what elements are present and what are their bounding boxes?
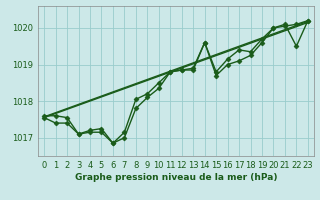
X-axis label: Graphe pression niveau de la mer (hPa): Graphe pression niveau de la mer (hPa) bbox=[75, 173, 277, 182]
